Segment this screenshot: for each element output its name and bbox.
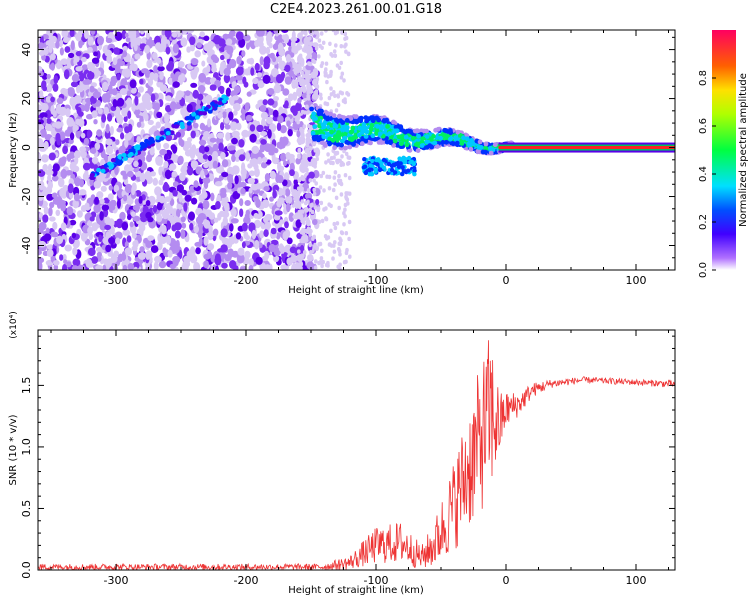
signal-traces bbox=[89, 94, 675, 180]
y-tick-label: 1.0 bbox=[20, 438, 33, 456]
snr-panel: -300 -200 -100 0 100 0.0 0.5 1.0 1.5 Height of … bbox=[8, 311, 676, 596]
snr-series-line bbox=[38, 340, 675, 570]
colorbar-ticks: 0.0 0.2 0.4 0.6 0.8 bbox=[698, 70, 716, 278]
x-tick-label: -200 bbox=[234, 574, 259, 587]
y-tick-label: 20 bbox=[20, 92, 33, 106]
y-tick-label: 0.5 bbox=[20, 500, 33, 518]
y-tick-label: 0.0 bbox=[20, 561, 33, 579]
colorbar: 0.0 0.2 0.4 0.6 0.8 Normalized spectral ampl… bbox=[698, 30, 749, 278]
colorbar-tick-label: 0.0 bbox=[698, 262, 709, 278]
x-tick-label: -300 bbox=[104, 274, 129, 287]
y-tick-label: 0 bbox=[20, 144, 33, 151]
snr-frame bbox=[37, 329, 676, 571]
x-tick-label: 100 bbox=[626, 274, 647, 287]
snr-x-axis-label: Height of straight line (km) bbox=[288, 585, 424, 596]
spectrogram-image bbox=[38, 30, 675, 270]
y-tick-label: -40 bbox=[20, 237, 33, 255]
noise-field bbox=[38, 30, 352, 270]
y-tick-label: -20 bbox=[20, 188, 33, 206]
x-tick-label: 0 bbox=[503, 574, 510, 587]
colorbar-gradient bbox=[712, 30, 736, 270]
x-tick-label: -300 bbox=[104, 574, 129, 587]
x-tick-label: 0 bbox=[503, 274, 510, 287]
snr-y-ticks: 0.0 0.5 1.0 1.5 bbox=[20, 335, 675, 579]
spectrogram-y-ticks: -40 -20 0 20 40 bbox=[20, 36, 675, 271]
spectrogram-x-ticks: -300 -200 -100 0 100 bbox=[50, 30, 669, 287]
x-tick-label: 100 bbox=[626, 574, 647, 587]
page-title: C2E4.2023.261.00.01.G18 bbox=[269, 2, 443, 17]
snr-y-multiplier: (x10⁴) bbox=[9, 311, 19, 338]
snr-y-axis-label: SNR (10 * v/v) bbox=[8, 414, 19, 485]
colorbar-label: Normalized spectral amplitude bbox=[738, 73, 749, 227]
snr-x-ticks: -300 -200 -100 0 100 bbox=[50, 330, 669, 587]
x-tick-label: -100 bbox=[364, 274, 389, 287]
spectrogram-frame bbox=[37, 29, 676, 271]
colorbar-tick-label: 0.2 bbox=[698, 214, 709, 230]
x-tick-label: -100 bbox=[364, 574, 389, 587]
colorbar-tick-label: 0.4 bbox=[698, 166, 709, 182]
spectrogram-y-axis-label: Frequency (Hz) bbox=[8, 112, 19, 188]
flat-line-core bbox=[498, 146, 675, 150]
colorbar-tick-label: 0.6 bbox=[698, 118, 709, 134]
y-tick-label: 40 bbox=[20, 43, 33, 57]
x-tick-label: -200 bbox=[234, 274, 259, 287]
spectrogram-x-axis-label: Height of straight line (km) bbox=[288, 285, 424, 296]
colorbar-tick-label: 0.8 bbox=[698, 70, 709, 86]
y-tick-label: 1.5 bbox=[20, 377, 33, 395]
